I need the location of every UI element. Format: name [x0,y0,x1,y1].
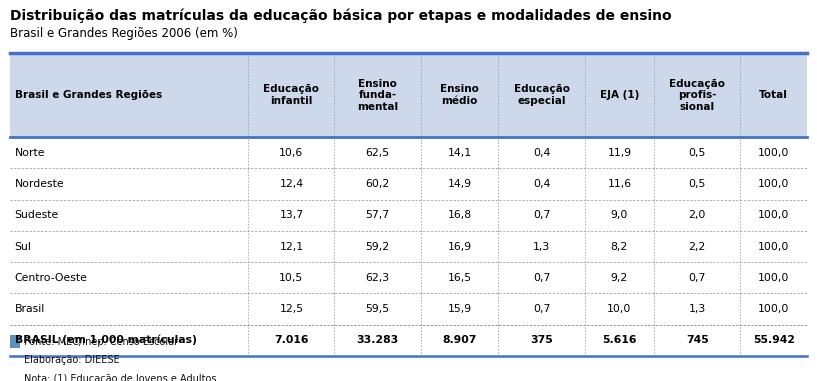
Text: 13,7: 13,7 [279,210,303,220]
Text: Brasil: Brasil [15,304,45,314]
Text: Educação
profis-
sional: Educação profis- sional [669,78,725,112]
Text: 1,3: 1,3 [533,242,550,251]
Text: 59,2: 59,2 [365,242,390,251]
Text: 0,7: 0,7 [533,273,550,283]
Text: 375: 375 [530,335,553,345]
Text: 10,5: 10,5 [279,273,303,283]
Text: Brasil e Grandes Regiões: Brasil e Grandes Regiões [15,90,162,100]
Text: Nota: (1) Educação de Jovens e Adultos: Nota: (1) Educação de Jovens e Adultos [24,374,217,381]
Text: 55.942: 55.942 [752,335,795,345]
Text: 8.907: 8.907 [442,335,477,345]
Text: Educação
especial: Educação especial [514,85,569,106]
Text: 7.016: 7.016 [275,335,309,345]
Text: Educação
infantil: Educação infantil [263,85,319,106]
Text: 5.616: 5.616 [602,335,636,345]
Text: 14,9: 14,9 [448,179,471,189]
Text: 12,4: 12,4 [279,179,303,189]
Text: Sul: Sul [15,242,32,251]
Text: 62,5: 62,5 [365,148,390,158]
Text: 2,2: 2,2 [689,242,706,251]
Text: Sudeste: Sudeste [15,210,59,220]
Text: 0,4: 0,4 [533,179,550,189]
Text: 9,2: 9,2 [611,273,628,283]
Text: 59,5: 59,5 [365,304,390,314]
Text: 12,1: 12,1 [279,242,303,251]
Text: 100,0: 100,0 [758,210,789,220]
Text: 16,9: 16,9 [448,242,471,251]
Text: 10,6: 10,6 [279,148,303,158]
Text: 745: 745 [685,335,708,345]
Text: Nordeste: Nordeste [15,179,65,189]
Text: 15,9: 15,9 [448,304,471,314]
Text: 11,6: 11,6 [607,179,632,189]
Text: 33.283: 33.283 [356,335,399,345]
Text: 0,7: 0,7 [689,273,706,283]
Text: Distribuição das matrículas da educação básica por etapas e modalidades de ensin: Distribuição das matrículas da educação … [10,8,672,23]
Text: Centro-Oeste: Centro-Oeste [15,273,87,283]
Text: 8,2: 8,2 [611,242,628,251]
Text: 100,0: 100,0 [758,242,789,251]
Text: 10,0: 10,0 [607,304,632,314]
Text: 11,9: 11,9 [607,148,632,158]
Text: BRASIL (em 1.000 matrículas): BRASIL (em 1.000 matrículas) [15,335,197,346]
Text: Elaboração: DIEESE: Elaboração: DIEESE [24,355,119,365]
Text: Ensino
médio: Ensino médio [440,85,479,106]
Text: 0,5: 0,5 [689,148,706,158]
Text: 62,3: 62,3 [365,273,390,283]
Text: 100,0: 100,0 [758,179,789,189]
Text: 60,2: 60,2 [365,179,390,189]
Text: 0,7: 0,7 [533,210,550,220]
Text: 16,5: 16,5 [448,273,471,283]
Text: 100,0: 100,0 [758,304,789,314]
Text: 100,0: 100,0 [758,273,789,283]
Text: Norte: Norte [15,148,45,158]
Text: 1,3: 1,3 [689,304,706,314]
Text: EJA (1): EJA (1) [600,90,639,100]
Text: 2,0: 2,0 [689,210,706,220]
Text: Brasil e Grandes Regiões 2006 (em %): Brasil e Grandes Regiões 2006 (em %) [10,27,238,40]
Text: 16,8: 16,8 [448,210,471,220]
Text: 0,5: 0,5 [689,179,706,189]
Text: 57,7: 57,7 [365,210,390,220]
Text: Total: Total [759,90,788,100]
Text: 9,0: 9,0 [610,210,628,220]
Text: Ensino
funda-
mental: Ensino funda- mental [357,78,398,112]
Text: 12,5: 12,5 [279,304,303,314]
Text: 0,7: 0,7 [533,304,550,314]
Text: 100,0: 100,0 [758,148,789,158]
Text: 14,1: 14,1 [448,148,471,158]
Text: Fonte: MEC/Inep. Censo Escolar: Fonte: MEC/Inep. Censo Escolar [24,337,178,347]
Text: 0,4: 0,4 [533,148,550,158]
